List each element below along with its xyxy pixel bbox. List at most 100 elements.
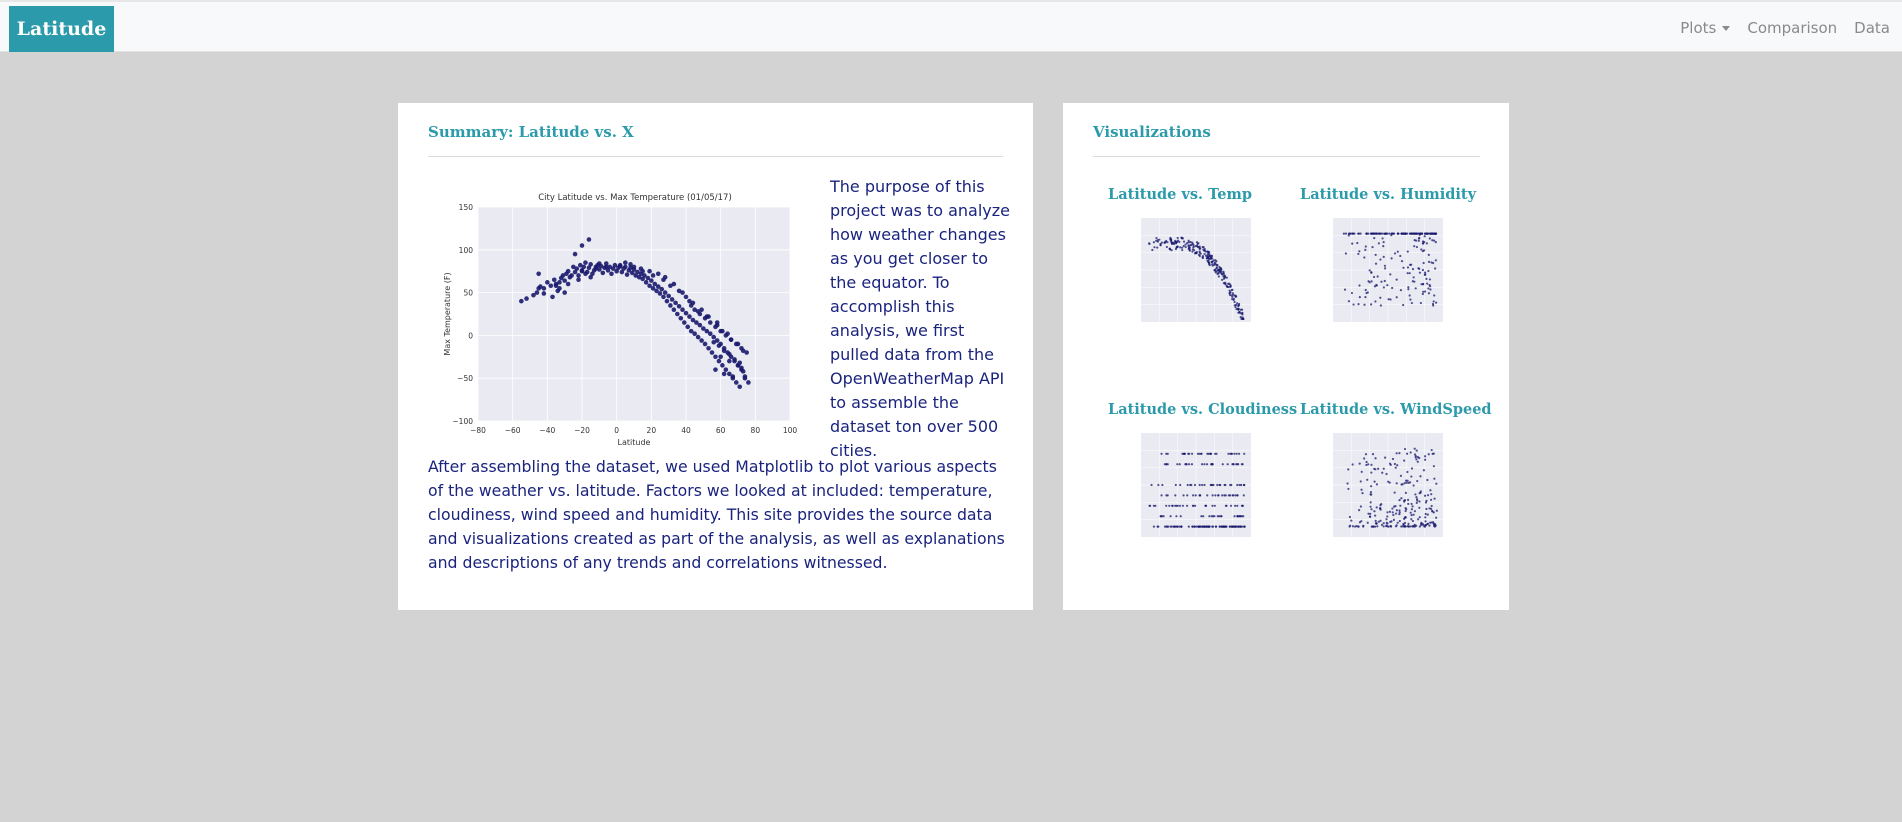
thumb-title-temp[interactable]: Latitude vs. Temp: [1108, 186, 1252, 203]
data-point: [709, 350, 715, 355]
thumb-point: [1166, 452, 1169, 455]
thumb-point: [1228, 525, 1231, 528]
thumb-point: [1371, 245, 1374, 249]
thumb-point: [1366, 478, 1369, 481]
data-point: [565, 281, 571, 287]
thumb-point: [1401, 483, 1404, 486]
data-point: [610, 266, 616, 271]
thumb-temp-chart[interactable]: [1125, 210, 1257, 338]
thumb-point: [1370, 232, 1373, 235]
thumb-point: [1192, 243, 1195, 246]
thumb-point: [1375, 522, 1378, 525]
nav-data-link[interactable]: Data: [1854, 19, 1890, 37]
data-point: [661, 277, 666, 283]
nav-plots-dropdown[interactable]: Plots: [1680, 19, 1731, 37]
thumb-point: [1374, 457, 1377, 460]
data-point: [707, 331, 713, 336]
thumb-point: [1185, 463, 1188, 466]
thumb-point: [1407, 502, 1410, 505]
thumb-point: [1173, 525, 1176, 528]
thumb-point: [1410, 475, 1413, 478]
thumb-point: [1218, 483, 1221, 487]
thumb-point: [1238, 515, 1242, 518]
thumb-point: [1393, 491, 1396, 494]
thumb-point: [1227, 285, 1230, 289]
thumb-point: [1385, 472, 1388, 476]
data-points: [519, 237, 751, 390]
thumb-cloudiness-chart[interactable]: [1125, 425, 1257, 553]
thumb-point: [1407, 525, 1410, 528]
thumb-point: [1426, 478, 1429, 482]
thumb-point: [1398, 519, 1401, 523]
data-point: [735, 363, 741, 368]
thumb-point: [1383, 279, 1386, 283]
data-point: [692, 331, 697, 336]
data-point: [687, 298, 692, 304]
thumb-point: [1370, 271, 1373, 274]
thumb-point: [1414, 493, 1417, 496]
thumb-point: [1425, 277, 1428, 281]
thumb-point: [1382, 255, 1385, 258]
brand-logo-link[interactable]: Latitude: [9, 6, 114, 52]
y-tick-label: −50: [457, 374, 473, 383]
data-point: [588, 262, 593, 267]
thumb-point: [1387, 525, 1390, 528]
thumb-point: [1365, 463, 1368, 467]
thumb-windspeed-chart[interactable]: [1317, 425, 1449, 553]
thumb-point: [1166, 463, 1169, 466]
thumb-point: [1385, 525, 1388, 528]
data-point: [706, 345, 711, 351]
thumb-point: [1213, 261, 1217, 264]
thumb-point: [1380, 280, 1383, 283]
nav-comparison-link[interactable]: Comparison: [1747, 19, 1838, 37]
thumb-point: [1170, 249, 1173, 252]
thumb-point: [1434, 259, 1437, 262]
thumb-point: [1430, 232, 1433, 235]
thumb-point: [1412, 513, 1415, 516]
thumb-point: [1225, 525, 1228, 528]
data-point: [572, 251, 578, 257]
thumb-point: [1364, 288, 1367, 292]
thumb-point: [1240, 308, 1244, 311]
thumb-point: [1351, 232, 1355, 235]
thumb-point: [1418, 492, 1421, 495]
thumb-point: [1207, 452, 1210, 455]
data-point: [685, 324, 691, 330]
thumb-point: [1161, 483, 1164, 487]
thumb-title-humidity[interactable]: Latitude vs. Humidity: [1300, 186, 1476, 203]
thumb-point: [1435, 482, 1438, 485]
thumb-point: [1190, 463, 1194, 466]
thumb-point: [1225, 276, 1228, 279]
thumb-point: [1195, 244, 1199, 248]
thumb-title-cloudiness[interactable]: Latitude vs. Cloudiness: [1108, 401, 1298, 418]
thumb-point: [1234, 306, 1237, 309]
thumb-point: [1236, 494, 1239, 497]
thumb-point: [1377, 520, 1380, 523]
data-point: [704, 328, 710, 334]
thumb-point: [1389, 273, 1392, 276]
thumb-point: [1379, 296, 1382, 299]
data-point: [640, 276, 645, 282]
thumb-point: [1200, 515, 1203, 518]
thumb-point: [1242, 483, 1246, 487]
plot-area: [478, 207, 790, 421]
thumb-point: [1223, 525, 1226, 528]
data-point: [711, 339, 717, 345]
thumb-humidity-chart[interactable]: [1317, 210, 1449, 338]
thumb-point: [1369, 303, 1373, 306]
thumb-point: [1160, 241, 1163, 244]
thumb-point: [1388, 232, 1391, 235]
data-point: [694, 320, 699, 325]
thumb-point: [1375, 232, 1378, 235]
thumb-point: [1174, 494, 1177, 497]
thumb-point: [1416, 460, 1419, 463]
thumb-point: [1221, 278, 1224, 281]
thumb-point: [1236, 307, 1240, 310]
thumb-point: [1406, 232, 1409, 235]
thumb-point: [1412, 484, 1415, 487]
thumb-point: [1389, 463, 1392, 466]
thumb-point: [1418, 516, 1421, 519]
thumb-point: [1434, 241, 1437, 244]
thumb-point: [1236, 515, 1239, 518]
thumb-title-windspeed[interactable]: Latitude vs. WindSpeed: [1300, 401, 1492, 418]
